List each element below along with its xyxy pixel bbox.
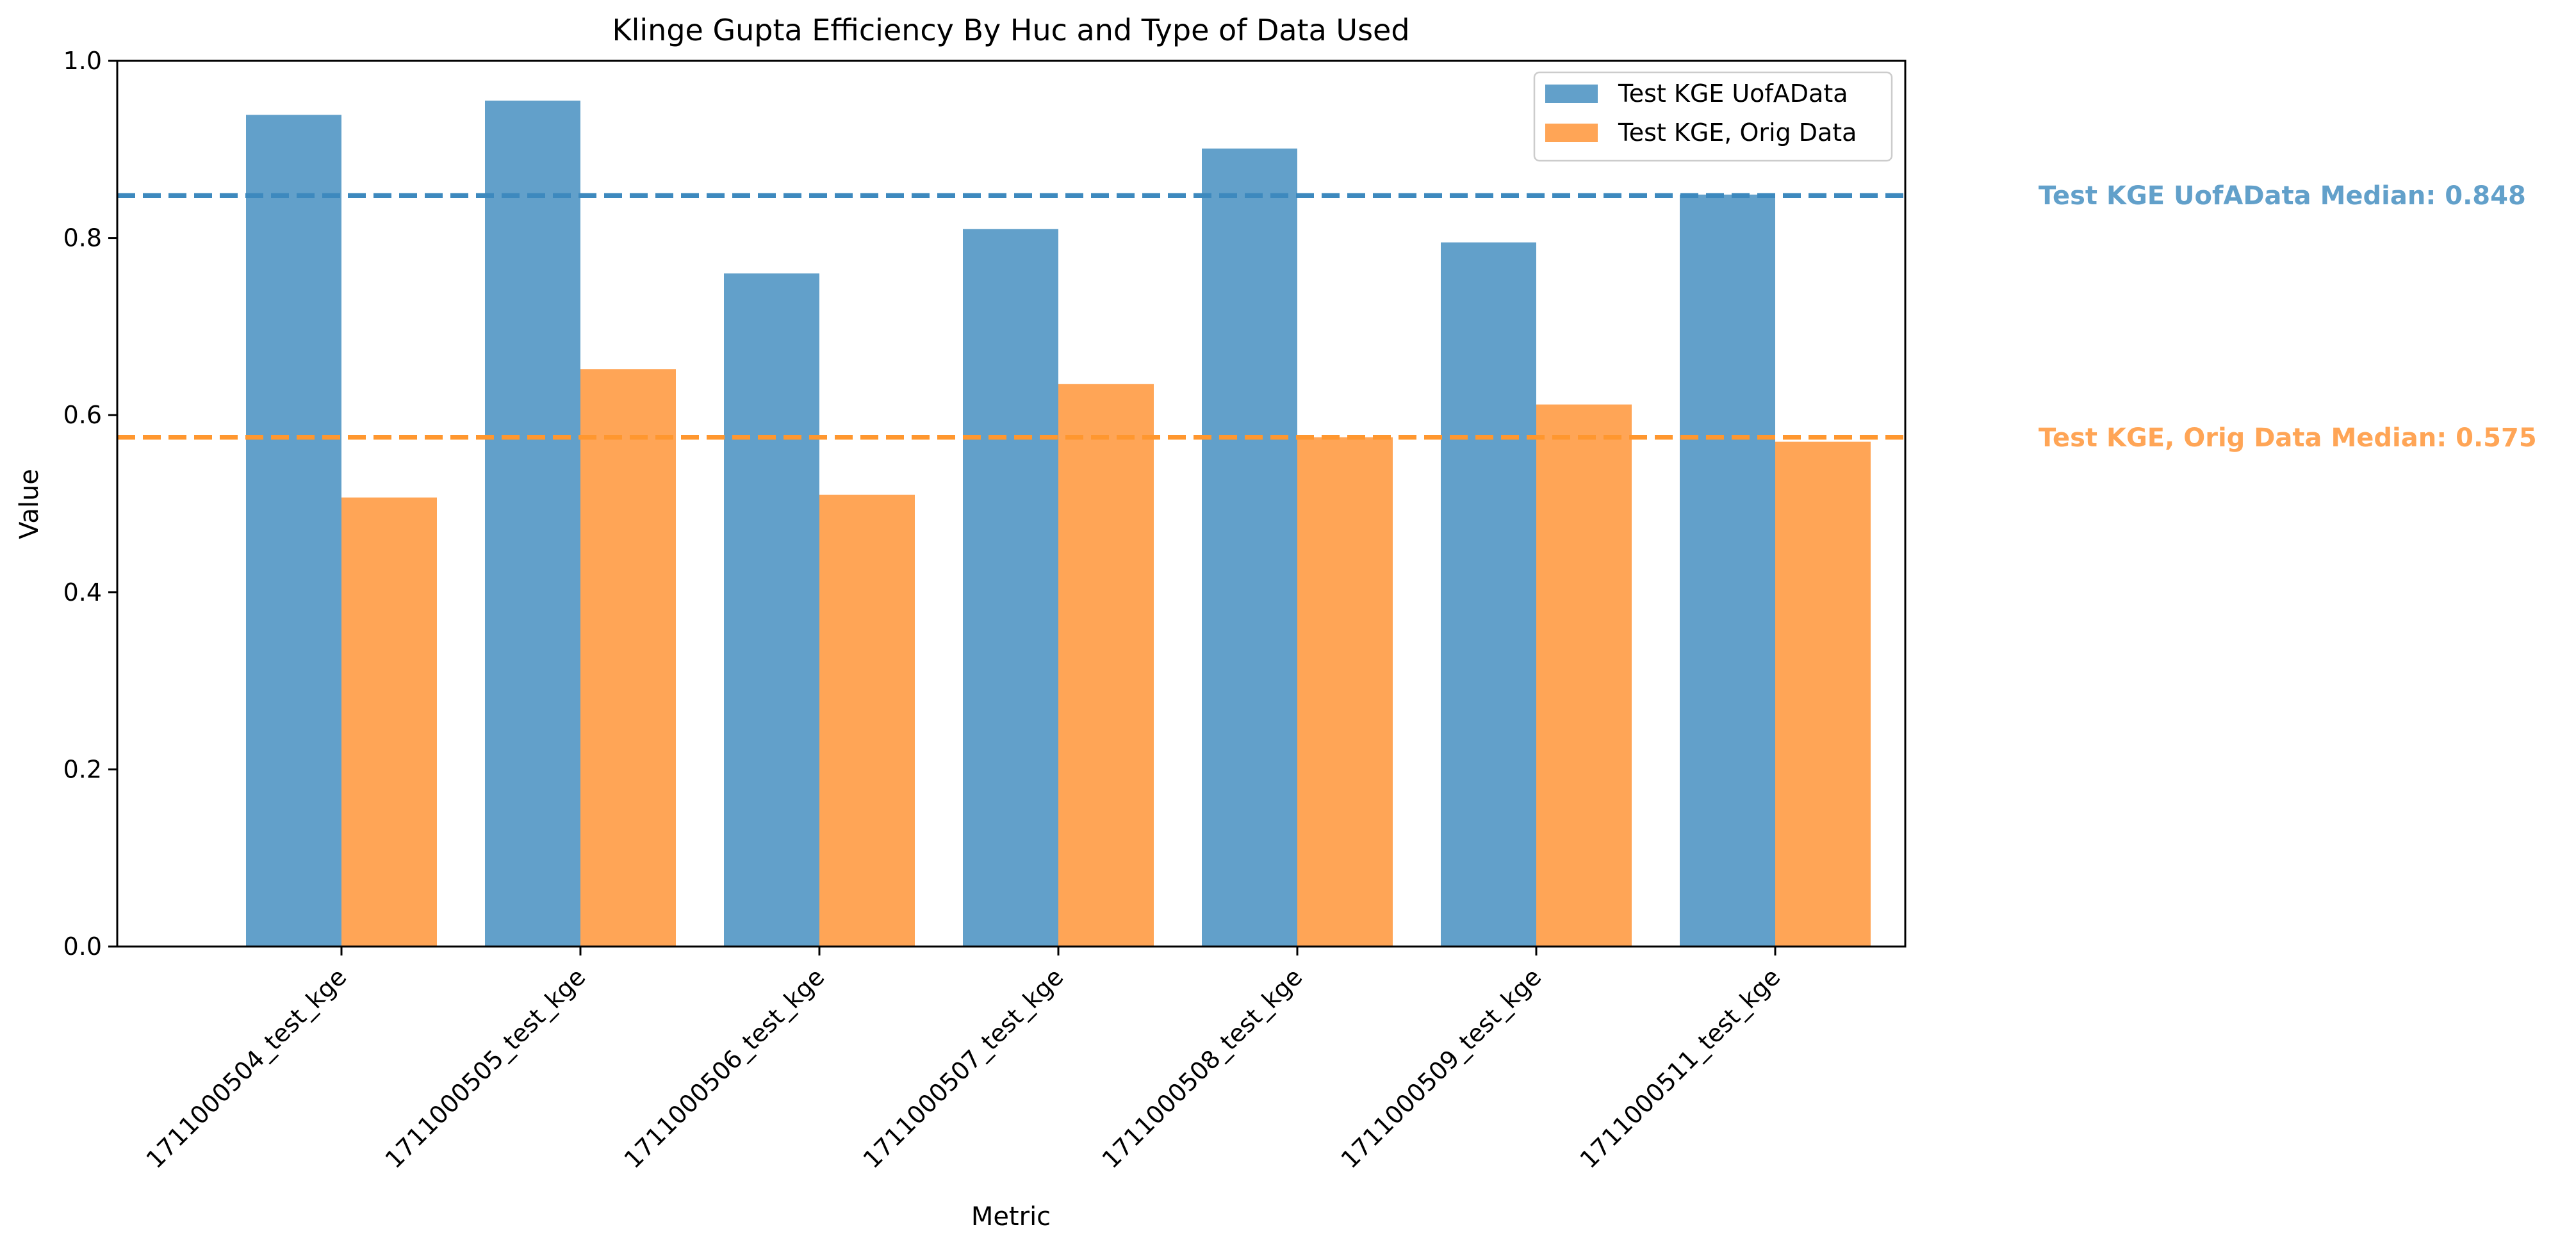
bars-layer: [246, 101, 1871, 947]
bar-1711000511_test_kge-series-1: [1775, 441, 1871, 947]
bar-1711000506_test_kge-series-0: [724, 273, 819, 947]
legend-label-0: Test KGE UofAData: [1618, 79, 1848, 108]
legend-swatch-0: [1545, 85, 1598, 103]
y-axis: 0.0 0.2 0.4 0.6 0.8 1.0: [63, 47, 117, 961]
legend-box: [1533, 71, 1893, 162]
median-label-0: Test KGE UofAData Median: 0.848: [2039, 181, 2526, 211]
bar-1711000504_test_kge-series-0: [246, 115, 341, 947]
y-tick-label-5: 1.0: [63, 47, 102, 75]
median-label-1: Test KGE, Orig Data Median: 0.575: [2039, 423, 2537, 453]
bar-1711000507_test_kge-series-0: [963, 229, 1058, 947]
y-tick-label-3: 0.6: [63, 401, 102, 429]
bar-1711000505_test_kge-series-0: [485, 101, 580, 947]
y-tick-label-2: 0.4: [63, 578, 102, 606]
bar-1711000506_test_kge-series-1: [819, 494, 915, 947]
bar-1711000507_test_kge-series-1: [1058, 384, 1154, 947]
chart-title: Klinge Gupta Efficiency By Huc and Type …: [612, 13, 1409, 47]
bar-1711000505_test_kge-series-1: [580, 369, 676, 947]
bar-1711000511_test_kge-series-0: [1680, 194, 1775, 947]
plot-frame: [116, 60, 1907, 948]
bar-1711000508_test_kge-series-1: [1297, 437, 1393, 947]
y-tick-label-0: 0.0: [63, 932, 102, 961]
y-tick-label-4: 0.8: [63, 224, 102, 252]
legend: Test KGE UofAData Test KGE, Orig Data: [1533, 71, 1893, 162]
y-tick-label-1: 0.2: [63, 755, 102, 783]
bar-1711000509_test_kge-series-1: [1536, 404, 1632, 947]
y-axis-title: Value: [15, 469, 44, 539]
bar-1711000509_test_kge-series-0: [1441, 242, 1536, 947]
x-axis-title: Metric: [971, 1202, 1051, 1232]
legend-label-1: Test KGE, Orig Data: [1618, 118, 1857, 147]
legend-swatch-1: [1545, 124, 1598, 142]
bar-1711000504_test_kge-series-1: [341, 497, 437, 947]
bar-1711000508_test_kge-series-0: [1202, 148, 1297, 947]
reference-lines: Test KGE UofAData Median: 0.848 Test KGE,…: [117, 181, 2537, 453]
